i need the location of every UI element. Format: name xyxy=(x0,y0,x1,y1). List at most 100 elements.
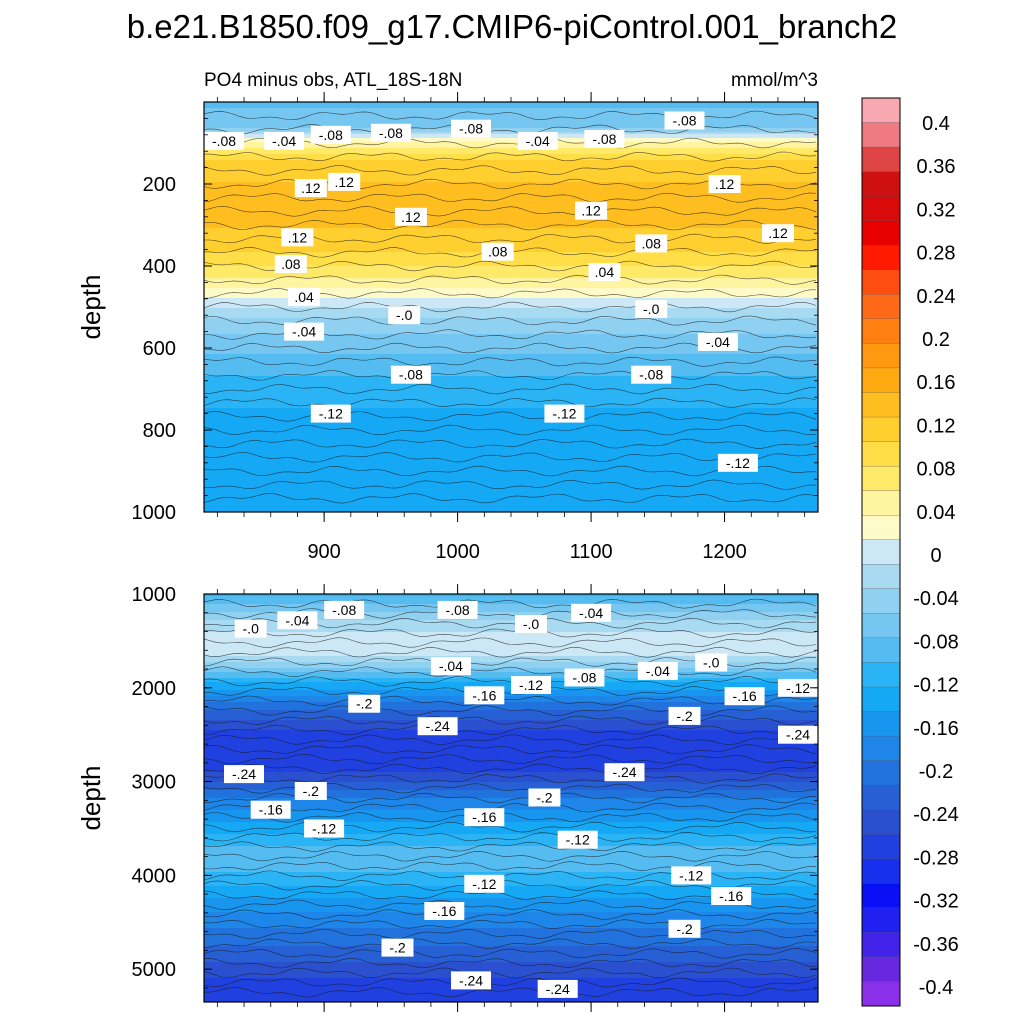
contour-band xyxy=(204,206,818,209)
contour-label-box xyxy=(481,242,514,261)
contour-band xyxy=(204,928,818,931)
contour-label: -.24 xyxy=(459,972,483,988)
contour-label: -.2 xyxy=(389,940,406,956)
y-tick-label: 400 xyxy=(143,256,176,278)
contour-label: -.16 xyxy=(472,687,496,703)
contour-band xyxy=(204,822,818,825)
contour-band xyxy=(204,902,818,905)
contour-band xyxy=(204,596,818,599)
contour-band xyxy=(204,970,818,973)
contour-band xyxy=(204,848,818,851)
contour-band xyxy=(204,316,818,319)
contour-band xyxy=(204,172,818,175)
contour-band xyxy=(204,802,818,805)
contour-label-box xyxy=(637,661,678,680)
contour-band xyxy=(204,354,818,357)
contour-band xyxy=(204,220,818,223)
contour-band xyxy=(204,714,818,717)
contour-line xyxy=(204,812,817,823)
contour-band xyxy=(204,960,818,963)
contour-band xyxy=(204,454,818,457)
contour-band xyxy=(204,312,818,315)
contour-band xyxy=(204,814,818,817)
contour-band xyxy=(204,722,818,725)
contour-label-box xyxy=(281,228,314,247)
colorbar-segment xyxy=(861,686,901,712)
contour-band xyxy=(204,766,818,769)
contour-line xyxy=(204,627,817,638)
colorbar-segment xyxy=(861,318,901,344)
contour-line xyxy=(204,695,817,707)
contour-band xyxy=(204,296,818,299)
contour-band xyxy=(204,608,818,611)
contour-band xyxy=(204,882,818,885)
contour-band xyxy=(204,642,818,645)
contour-band xyxy=(204,720,818,723)
contour-label-box xyxy=(517,131,558,150)
contour-band xyxy=(204,328,818,331)
contour-band xyxy=(204,182,818,185)
contour-label: -.0 xyxy=(243,621,260,637)
contour-label-box xyxy=(708,175,741,193)
contour-band xyxy=(204,632,818,635)
contour-band xyxy=(204,444,818,447)
colorbar-segment xyxy=(861,171,901,197)
contour-band xyxy=(204,154,818,157)
contour-band xyxy=(204,260,818,263)
contour-band xyxy=(204,790,818,793)
contour-label: -.04 xyxy=(646,663,670,679)
contour-band xyxy=(204,498,818,501)
contour-band xyxy=(204,1000,818,1002)
y-tick-label: 800 xyxy=(143,420,176,442)
contour-band xyxy=(204,806,818,809)
contour-label-box xyxy=(635,234,668,253)
contour-band xyxy=(204,124,818,127)
colorbar-label: -0.36 xyxy=(913,934,959,956)
y-tick-label: 2000 xyxy=(132,678,177,700)
contour-band xyxy=(204,922,818,925)
contour-band xyxy=(204,466,818,469)
contour-band xyxy=(204,122,818,125)
colorbar-segment xyxy=(861,834,901,860)
contour-band xyxy=(204,974,818,977)
contour-band xyxy=(204,834,818,837)
contour-line xyxy=(204,424,817,436)
contour-band xyxy=(204,364,818,367)
contour-label: .08 xyxy=(281,256,301,272)
contour-label: -.08 xyxy=(332,602,356,618)
colorbar-label: 0.32 xyxy=(917,199,956,221)
contour-band xyxy=(204,594,818,597)
contour-label-box xyxy=(695,653,728,672)
contour-band xyxy=(204,830,818,833)
contour-band xyxy=(204,372,818,375)
contour-band xyxy=(204,770,818,773)
contour-band xyxy=(204,198,818,201)
contour-band xyxy=(204,428,818,431)
contour-band xyxy=(204,384,818,387)
contour-band xyxy=(204,838,818,841)
contour-band xyxy=(204,702,818,705)
contour-band xyxy=(204,374,818,377)
contour-label: -.12 xyxy=(552,406,576,422)
colorbar-label: 0 xyxy=(930,545,941,567)
contour-band xyxy=(204,132,818,135)
contour-label-box xyxy=(451,971,491,990)
contour-band xyxy=(204,958,818,961)
contour-label: -.2 xyxy=(536,790,553,806)
contour-label: .12 xyxy=(301,180,321,196)
contour-band xyxy=(204,418,818,421)
y-tick-label: 1000 xyxy=(132,584,177,606)
contour-band xyxy=(204,496,818,499)
contour-line xyxy=(204,715,817,726)
contour-label: .08 xyxy=(641,235,661,251)
colorbar-segment xyxy=(861,97,901,123)
contour-line xyxy=(204,734,817,745)
contour-band xyxy=(204,768,818,771)
contour-label-box xyxy=(310,404,351,423)
contour-band xyxy=(204,492,818,495)
contour-label: -.16 xyxy=(733,688,757,704)
contour-band xyxy=(204,920,818,923)
contour-band xyxy=(204,774,818,777)
contour-label: -.24 xyxy=(612,764,636,780)
contour-band xyxy=(204,674,818,677)
